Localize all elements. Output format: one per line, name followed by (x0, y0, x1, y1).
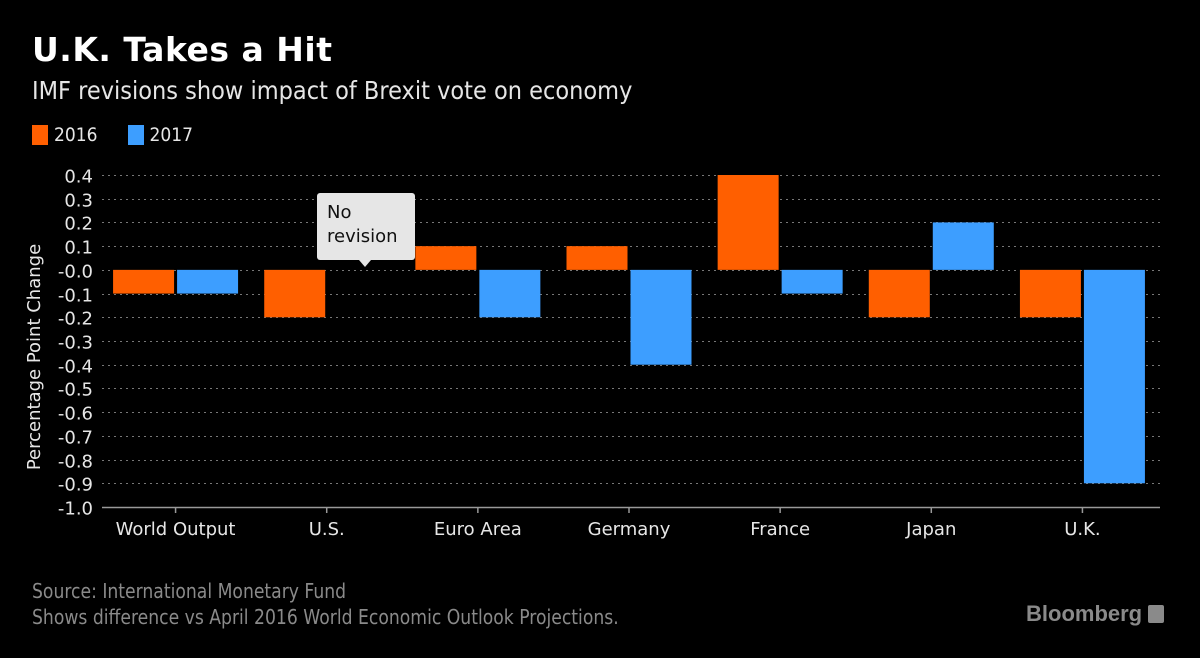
x-tick-label: France (750, 519, 810, 540)
no-revision-annotation: No revision (317, 193, 415, 267)
y-tick-label: 0.2 (64, 214, 93, 235)
y-tick-label: -1.0 (58, 499, 93, 520)
bar-2016-france (717, 175, 779, 270)
bar-2016-germany (566, 246, 628, 270)
bar-2016-u-s- (264, 269, 326, 318)
y-tick-label: -0.2 (58, 309, 93, 330)
x-axis: World Output U.S. Euro Area Germany France Ja… (102, 506, 1160, 540)
y-tick-label: -0.9 (58, 475, 93, 496)
y-tick-label: -0.0 (58, 262, 93, 283)
chart-subtitle: IMF revisions show impact of Brexit vote… (32, 76, 633, 105)
legend-label-2017: 2017 (149, 124, 194, 146)
bloomberg-chart-icon (1148, 605, 1165, 623)
legend: 2016 2017 (32, 124, 193, 146)
bloomberg-logo: Bloomberg (1026, 601, 1165, 627)
x-tick-label: Germany (588, 519, 671, 540)
y-tick-label: 0.3 (64, 191, 93, 212)
y-tick-label: -0.5 (58, 380, 93, 401)
y-tick-label: -0.6 (58, 404, 93, 425)
y-tick-label: -0.3 (58, 333, 93, 354)
y-axis-label: Percentage Point Change (24, 244, 45, 470)
y-tick-label: -0.1 (58, 286, 93, 307)
x-tick-label: U.K. (1064, 519, 1100, 540)
bar-2017-japan (932, 222, 994, 270)
bar-2017-germany (630, 269, 692, 365)
x-tick-label: Japan (905, 519, 956, 540)
y-tick-label: -0.7 (58, 428, 93, 449)
y-tick-label: 0.4 (64, 167, 93, 188)
bar-2017-world-output (177, 269, 239, 294)
source-note: Source: International Monetary Fund (32, 579, 347, 603)
y-tick-labels: 0.4 0.30.2 0.1 -0.0 -0.1-0.2 -0.3 -0.4-0.5 -0.6… (58, 167, 93, 520)
projection-note: Shows difference vs April 2016 World Eco… (32, 605, 619, 629)
y-tick-label: 0.1 (64, 238, 93, 259)
y-tick-label: -0.4 (58, 357, 93, 378)
bar-2016-japan (868, 269, 930, 318)
legend-swatch-2017 (127, 125, 144, 145)
bars (113, 175, 1145, 484)
bar-2017-euro-area (479, 269, 541, 318)
legend-label-2016: 2016 (54, 124, 98, 146)
bar-2016-euro-area (415, 246, 477, 270)
brand-name: Bloomberg (1026, 601, 1143, 626)
legend-item-2017: 2017 (127, 124, 194, 146)
annotation-line-1: No (327, 202, 352, 223)
bar-2017-france (781, 269, 843, 294)
bar-2017-u-k- (1083, 269, 1145, 484)
footer: Source: International Monetary Fund Show… (32, 578, 619, 630)
legend-item-2016: 2016 (32, 124, 98, 146)
chart-title: U.K. Takes a Hit (32, 30, 333, 69)
annotation-line-2: revision (327, 226, 398, 247)
bar-2016-world-output (113, 269, 175, 294)
y-tick-label: -0.8 (58, 452, 93, 473)
x-tick-label: U.S. (309, 519, 345, 540)
bar-2016-u-k- (1019, 269, 1081, 318)
x-tick-label: World Output (116, 519, 236, 540)
x-tick-label: Euro Area (434, 519, 522, 540)
legend-swatch-2016 (32, 125, 48, 145)
